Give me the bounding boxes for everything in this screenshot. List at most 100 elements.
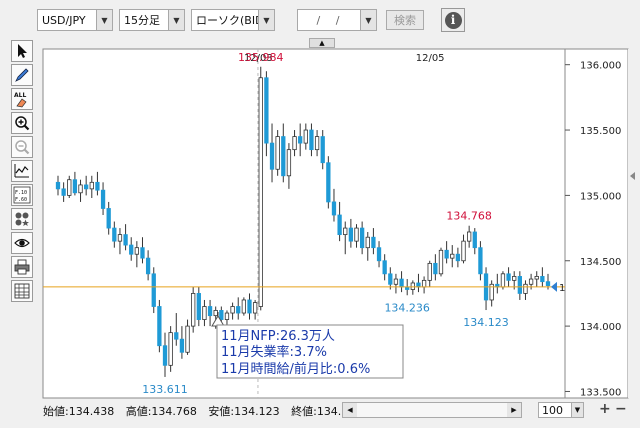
event-line-nfp: 11月NFP:26.3万人: [221, 329, 335, 344]
time-scrollbar[interactable]: ◀ ▶: [342, 402, 522, 418]
low-annotation: 133.611: [142, 383, 188, 396]
clear-all-button[interactable]: ALL: [11, 88, 33, 110]
search-button[interactable]: 検索: [386, 10, 424, 30]
candle: [174, 313, 179, 346]
candle: [84, 175, 89, 196]
candle: [78, 179, 83, 202]
candle: [145, 250, 151, 281]
candle: [196, 286, 201, 327]
candle: [151, 267, 156, 314]
candle: [281, 123, 286, 183]
open-value: 始値:134.438: [43, 405, 115, 418]
candle: [117, 228, 123, 255]
candle: [230, 302, 235, 320]
candle: [393, 273, 399, 294]
candle: [388, 267, 393, 290]
event-line-unemployment: 11月失業率:3.7%: [221, 344, 327, 360]
candle: [292, 130, 297, 157]
interval-value: 15分足: [124, 14, 160, 27]
candle: [337, 201, 342, 242]
zoom-out-button[interactable]: [11, 136, 33, 158]
chevron-left-icon: ◀: [347, 406, 353, 414]
chart-type-select[interactable]: ローソク(BID) ▼: [191, 9, 275, 31]
candle: [371, 228, 376, 255]
chevron-right-icon: ▶: [511, 406, 517, 414]
zoom-in-button[interactable]: [11, 112, 33, 134]
scroll-right-button[interactable]: ▶: [507, 403, 521, 417]
chevron-down-icon: ▼: [571, 403, 583, 417]
candle: [134, 241, 139, 268]
chevron-down-icon: ▼: [168, 10, 184, 30]
y-tick-label: 134.000: [580, 322, 621, 333]
y-tick-label: 135.000: [580, 191, 621, 202]
candle: [95, 171, 100, 196]
candle: [534, 271, 539, 287]
candle: [382, 254, 387, 281]
price-chart[interactable]: 136.000 135.500 135.000 134.500 134.000 133.5…: [0, 0, 640, 400]
candle: [348, 218, 354, 248]
candle: [517, 271, 522, 300]
svg-text:F.60: F.60: [15, 197, 27, 203]
candle: [438, 247, 444, 277]
draw-line-button[interactable]: [11, 64, 33, 86]
candle: [467, 225, 472, 248]
x-tick-label: 12/03: [244, 53, 273, 64]
candle: [455, 247, 461, 268]
chevron-up-icon: ▲: [319, 39, 325, 47]
candle: [354, 224, 359, 248]
candle: [286, 143, 292, 189]
event-box: 11月NFP:26.3万人 11月失業率:3.7% 11月時間給/前月比:0.6…: [211, 312, 404, 379]
candle: [309, 123, 314, 157]
table-icon: [14, 283, 30, 299]
candle: [298, 123, 303, 157]
table-button[interactable]: [11, 280, 33, 302]
candle: [331, 188, 337, 222]
y-tick-label: 134.500: [580, 257, 621, 268]
candle: [129, 237, 134, 261]
date-input[interactable]: / / ▼: [297, 9, 377, 31]
high-value: 高値:134.768: [125, 405, 197, 418]
x-tick-label: 12/05: [416, 53, 445, 64]
low-annotation: 134.123: [463, 316, 509, 329]
y-tick-label: 136.000: [580, 61, 621, 72]
candle: [123, 224, 128, 251]
candle: [365, 231, 370, 261]
candle: [444, 241, 449, 264]
chevron-down-icon: ▼: [258, 10, 274, 30]
compare-button[interactable]: F.10 F.60: [11, 184, 33, 206]
zoom-select[interactable]: 100 ▼: [538, 402, 584, 418]
candle: [433, 254, 438, 281]
low-value: 安値:134.123: [208, 405, 280, 418]
y-tick-label: 135.500: [580, 126, 621, 137]
candle: [359, 221, 365, 255]
cursor-tool-button[interactable]: [11, 40, 33, 62]
candle: [202, 299, 207, 327]
visibility-button[interactable]: [11, 232, 33, 254]
candle: [427, 260, 432, 287]
low-annotation: 134.236: [384, 301, 430, 314]
zoom-out-icon: [15, 140, 30, 155]
candle: [320, 130, 325, 170]
chart-scroll-right[interactable]: [628, 49, 638, 398]
left-toolbar: ALL F.10 F.60: [11, 40, 33, 304]
scroll-left-button[interactable]: ◀: [343, 403, 357, 417]
collapse-header-button[interactable]: ▲: [309, 38, 335, 48]
cursor-icon: [18, 44, 27, 58]
price-axis: 136.000 135.500 135.000 134.500 134.000 133.5…: [565, 61, 621, 398]
settings-button[interactable]: [11, 208, 33, 230]
zoom-out-small-button[interactable]: −: [615, 401, 627, 417]
candle: [269, 123, 275, 183]
candle: [61, 182, 66, 202]
info-button[interactable]: i: [441, 8, 465, 32]
interval-select[interactable]: 15分足 ▼: [119, 9, 185, 31]
currency-pair-select[interactable]: USD/JPY ▼: [37, 9, 113, 31]
candle: [247, 293, 252, 320]
svg-text:ALL: ALL: [14, 92, 26, 99]
candle: [489, 280, 494, 307]
indicator-button[interactable]: [11, 160, 33, 182]
candle: [106, 201, 111, 235]
current-price-marker-icon: [551, 281, 557, 292]
chart-type-value: ローソク(BID): [196, 14, 258, 27]
zoom-in-small-button[interactable]: +: [599, 401, 611, 417]
print-button[interactable]: [11, 256, 33, 278]
